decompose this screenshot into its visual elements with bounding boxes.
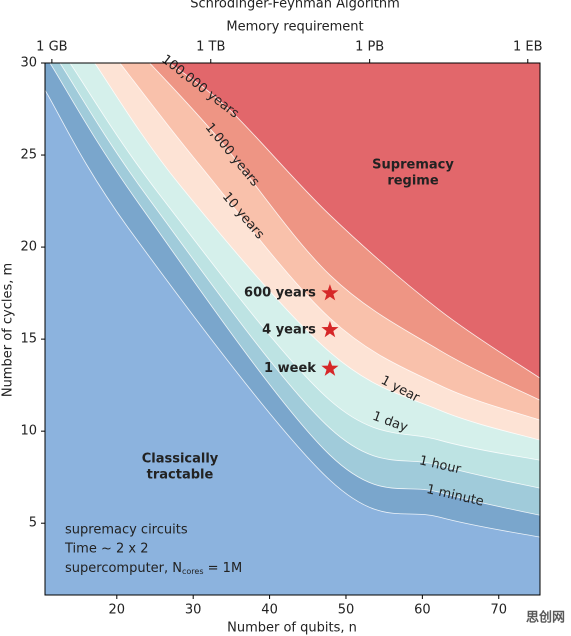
note-text: cores	[182, 567, 204, 576]
x-tick-label: 50	[338, 603, 355, 618]
top-tick-label: 1 PB	[355, 40, 384, 55]
y-axis-label: Number of cycles, m	[1, 263, 16, 397]
y-tick-label: 15	[20, 332, 37, 347]
x-tick-label: 60	[414, 603, 431, 618]
contour-line	[59, 63, 540, 489]
region-label: Classically	[142, 452, 219, 467]
plot-frame	[44, 62, 541, 596]
y-tick-label: 30	[20, 56, 37, 71]
y-tick-label: 25	[20, 148, 37, 163]
contour-line	[94, 63, 540, 441]
star-marker	[321, 359, 339, 376]
contour-line	[69, 63, 540, 461]
x-axis-label: Number of qubits, n	[227, 621, 357, 636]
chart-title: Schrödinger-Feynman Algorithm	[190, 0, 400, 12]
contour-line	[45, 89, 540, 538]
top-tick-label: 1 EB	[513, 40, 543, 55]
note-text: supercomputer, N	[65, 561, 182, 576]
contour-line	[169, 63, 540, 379]
note-text: supercomputer, Ncores = 1M	[65, 561, 242, 576]
x-tick-label: 30	[185, 603, 202, 618]
y-tick-label: 5	[29, 516, 37, 531]
note-text: supremacy circuits	[65, 523, 188, 538]
top-tick-label: 1 GB	[36, 40, 67, 55]
contour-line	[49, 63, 540, 516]
contour-line	[119, 63, 540, 421]
y-tick-label: 10	[20, 424, 37, 439]
region	[169, 63, 540, 379]
region-label: Supremacy	[372, 158, 454, 173]
star-marker	[321, 320, 339, 338]
watermark: 思创网	[526, 610, 565, 626]
star-label: 600 years	[244, 286, 316, 301]
x-tick-label: 40	[261, 603, 278, 618]
x-tick-label: 70	[490, 603, 507, 618]
note-text: Time ~ 2 x 2	[64, 542, 148, 557]
top-tick-label: 1 TB	[196, 40, 225, 55]
top-axis-label: Memory requirement	[226, 20, 363, 35]
note-text: = 1M	[204, 561, 243, 576]
region-label: tractable	[147, 468, 214, 483]
plot-area	[45, 63, 540, 595]
x-tick-label: 20	[109, 603, 126, 618]
star-marker	[321, 284, 339, 301]
region-label: regime	[387, 174, 439, 189]
star-label: 1 week	[264, 361, 316, 376]
y-tick-label: 20	[20, 240, 37, 255]
star-label: 4 years	[262, 322, 316, 337]
contour-line	[149, 63, 540, 401]
